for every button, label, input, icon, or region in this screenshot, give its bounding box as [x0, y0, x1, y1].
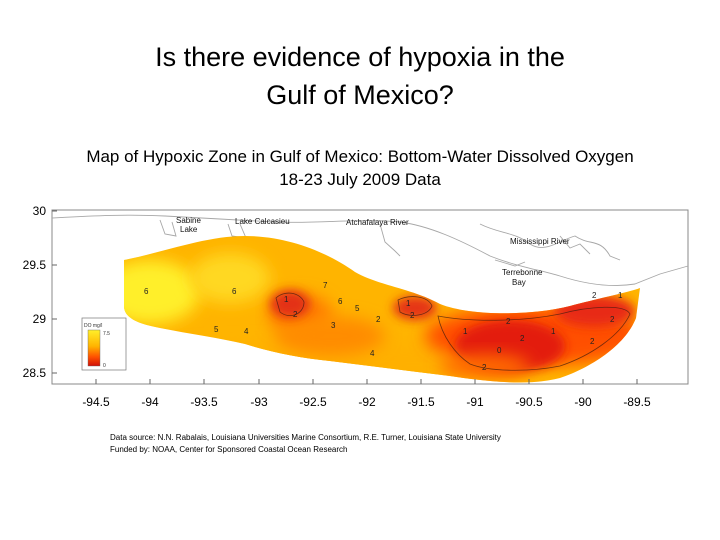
- x-tick-label: -90: [574, 395, 592, 409]
- hypoxia-contours: [275, 292, 631, 371]
- x-tick-label: -90.5: [515, 395, 543, 409]
- place-labels: Sabine Lake Lake Calcasieu Atchafalaya R…: [176, 216, 570, 287]
- contour-label: 1: [284, 295, 289, 304]
- contour-label: 1: [618, 291, 623, 300]
- contour-label: 2: [410, 311, 415, 320]
- x-tick-label: -91.5: [407, 395, 435, 409]
- x-tick-label: -93: [250, 395, 268, 409]
- legend-color-ramp: [87, 329, 101, 367]
- legend-bottom-value: 0: [103, 363, 106, 369]
- map-title: Map of Hypoxic Zone in Gulf of Mexico: B…: [0, 145, 720, 191]
- contour-label: 1: [463, 327, 468, 336]
- map-title-line2: 18-23 July 2009 Data: [279, 170, 441, 189]
- contour-label: 1: [551, 327, 556, 336]
- do-legend: DO mg/l 7.5 0: [81, 317, 127, 371]
- contour-label: 0: [497, 346, 502, 355]
- label-mississippi-river: Mississippi River: [510, 237, 570, 246]
- data-source: Data source: N.N. Rabalais, Louisiana Un…: [110, 432, 710, 456]
- contour-label: 6: [232, 287, 237, 296]
- contour-label: 4: [370, 349, 375, 358]
- y-tick-label: 30: [33, 204, 47, 218]
- label-lake-calcasieu: Lake Calcasieu: [235, 217, 290, 226]
- contour-label: 5: [355, 304, 360, 313]
- contour-label: 2: [520, 334, 525, 343]
- label-terrebonne-bay: Bay: [512, 278, 526, 287]
- legend-top-value: 7.5: [103, 331, 110, 337]
- x-tick-label: -92.5: [299, 395, 327, 409]
- x-axis: -94.5 -94 -93.5 -93 -92.5 -92 -91.5 -91 …: [82, 379, 651, 409]
- x-tick-label: -94: [141, 395, 159, 409]
- contour-label: 2: [293, 310, 298, 319]
- contour-label: 6: [144, 287, 149, 296]
- x-tick-label: -93.5: [190, 395, 218, 409]
- source-line2: Funded by: NOAA, Center for Sponsored Co…: [110, 445, 348, 454]
- label-sabine: Sabine: [176, 216, 201, 225]
- y-tick-label: 28.5: [23, 366, 47, 380]
- contour-label: 7: [323, 281, 328, 290]
- slide-title-line2: Gulf of Mexico?: [266, 80, 454, 110]
- x-tick-label: -94.5: [82, 395, 110, 409]
- label-atchafalaya-river: Atchafalaya River: [346, 218, 409, 227]
- contour-label: 3: [331, 321, 336, 330]
- contour-label: 5: [214, 325, 219, 334]
- contour-label: 2: [592, 291, 597, 300]
- x-tick-label: -91: [466, 395, 484, 409]
- contour-label: 1: [406, 299, 411, 308]
- contour-label: 2: [482, 363, 487, 372]
- hypoxia-map: 6 6 7 1 2 6 5 1 2 5 4 3 2 4 2 1 2 0 2 2 …: [23, 204, 689, 409]
- y-tick-label: 29.5: [23, 258, 47, 272]
- label-sabine-lake: Lake: [180, 225, 198, 234]
- source-line1: Data source: N.N. Rabalais, Louisiana Un…: [110, 433, 501, 442]
- coastline: [51, 214, 689, 286]
- contour-labels: 6 6 7 1 2 6 5 1 2 5 4 3 2 4 2 1 2 0 2 2 …: [144, 281, 623, 372]
- contour-label: 2: [590, 337, 595, 346]
- contour-label: 2: [610, 315, 615, 324]
- label-terrebonne: Terrebonne: [502, 268, 543, 277]
- slide-title-line1: Is there evidence of hypoxia in the: [155, 42, 565, 72]
- legend-unit: DO mg/l: [84, 323, 102, 329]
- x-tick-label: -89.5: [623, 395, 651, 409]
- contour-label: 2: [376, 315, 381, 324]
- y-tick-label: 29: [33, 312, 47, 326]
- map-title-line1: Map of Hypoxic Zone in Gulf of Mexico: B…: [86, 147, 634, 166]
- contour-label: 4: [244, 327, 249, 336]
- x-tick-label: -92: [358, 395, 376, 409]
- slide-title: Is there evidence of hypoxia in the Gulf…: [60, 38, 660, 114]
- contour-label: 2: [506, 317, 511, 326]
- contour-label: 6: [338, 297, 343, 306]
- y-axis: 30 29.5 29 28.5: [23, 204, 57, 380]
